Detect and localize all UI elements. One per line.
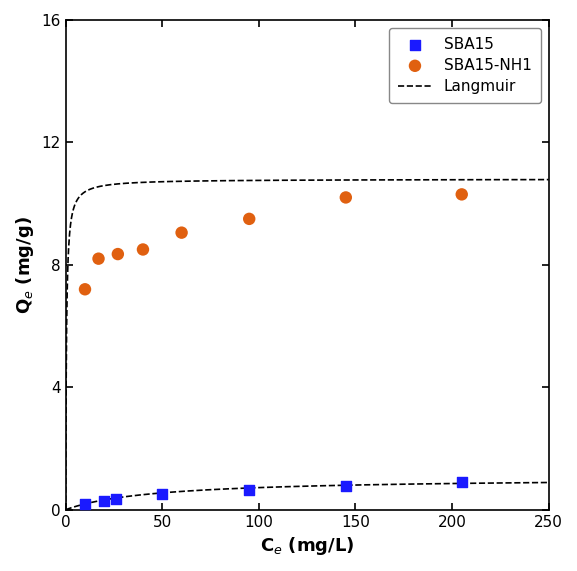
SBA15 bbox=[158, 489, 167, 498]
SBA15-NH1 bbox=[341, 193, 350, 202]
SBA15 bbox=[457, 477, 466, 486]
SBA15 bbox=[111, 494, 121, 504]
X-axis label: C$_e$ (mg/L): C$_e$ (mg/L) bbox=[260, 535, 354, 557]
Y-axis label: Q$_e$ (mg/g): Q$_e$ (mg/g) bbox=[14, 216, 36, 314]
SBA15-NH1 bbox=[177, 228, 186, 237]
SBA15-NH1 bbox=[113, 250, 122, 259]
SBA15-NH1 bbox=[80, 285, 89, 294]
SBA15 bbox=[100, 497, 109, 506]
Legend: SBA15, SBA15-NH1, Langmuir: SBA15, SBA15-NH1, Langmuir bbox=[389, 27, 541, 103]
SBA15-NH1 bbox=[138, 245, 148, 254]
SBA15-NH1 bbox=[457, 190, 466, 199]
SBA15 bbox=[245, 485, 254, 494]
SBA15 bbox=[341, 481, 350, 490]
SBA15-NH1 bbox=[245, 214, 254, 223]
SBA15-NH1 bbox=[94, 254, 103, 263]
SBA15 bbox=[80, 500, 89, 509]
